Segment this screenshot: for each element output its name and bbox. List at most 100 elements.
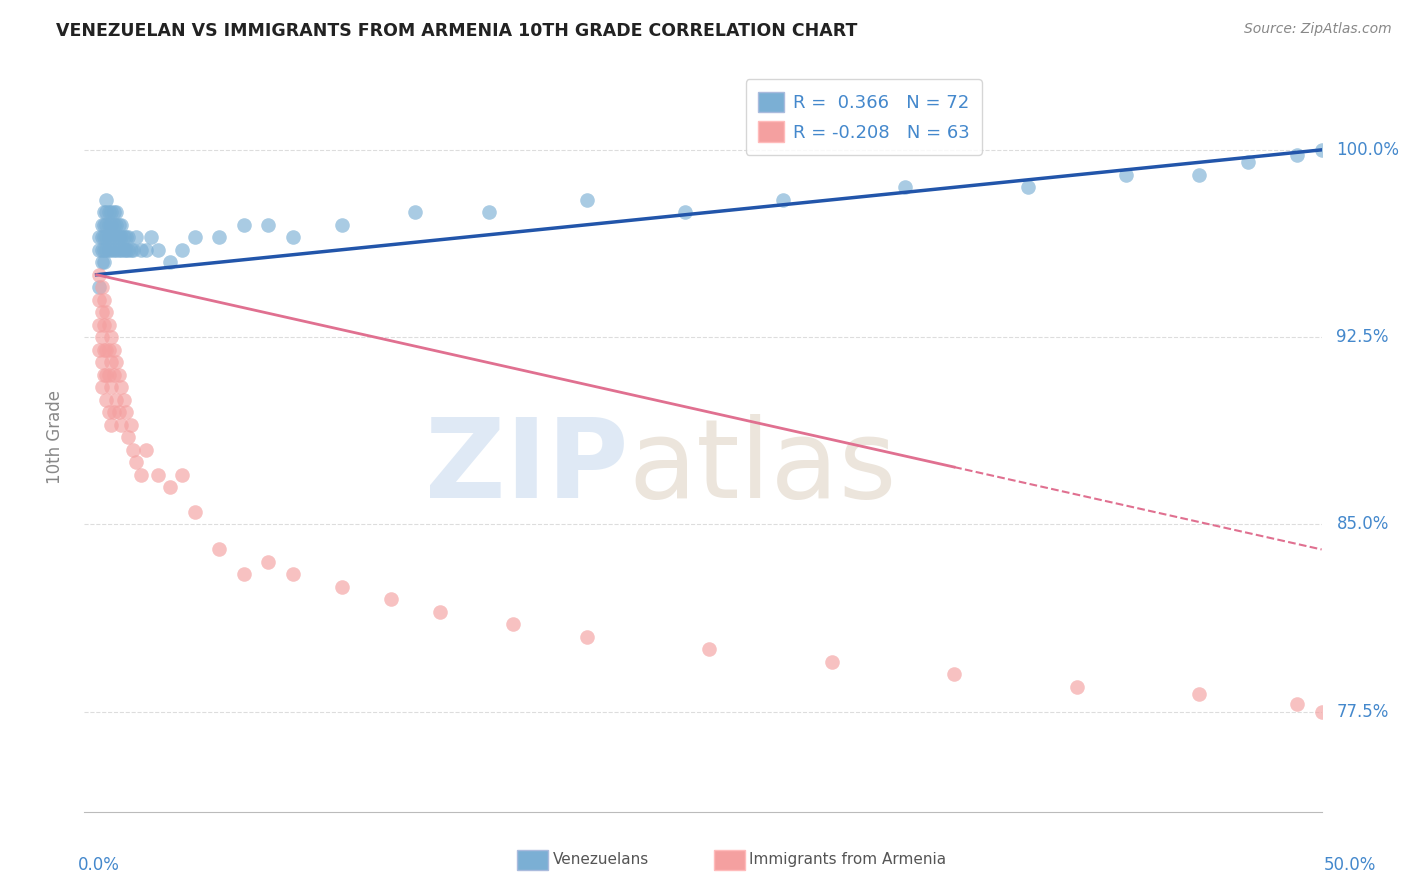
Point (159, 480, 181, 494)
Point (96, 305, 118, 319)
Point (575, 630, 598, 644)
Point (172, 243, 194, 257)
Point (97, 205, 120, 219)
Point (183, 505, 205, 519)
Point (107, 243, 129, 257)
Text: VENEZUELAN VS IMMIGRANTS FROM ARMENIA 10TH GRADE CORRELATION CHART: VENEZUELAN VS IMMIGRANTS FROM ARMENIA 10… (56, 22, 858, 40)
Point (575, 193, 598, 207)
Text: 0.0%: 0.0% (77, 856, 120, 874)
Point (97, 368, 120, 382)
Point (129, 467, 152, 482)
Point (146, 243, 169, 257)
Point (96, 343, 118, 357)
Point (380, 592, 402, 607)
Point (93, 293, 115, 307)
Point (183, 230, 205, 244)
Point (120, 417, 142, 432)
Point (97, 218, 120, 232)
Point (122, 442, 145, 457)
Point (90, 380, 112, 394)
Point (110, 218, 132, 232)
Point (105, 230, 128, 244)
Point (404, 205, 426, 219)
Text: Venezuelans: Venezuelans (553, 853, 648, 867)
Text: 77.5%: 77.5% (1337, 703, 1389, 721)
Point (105, 243, 128, 257)
Point (330, 580, 353, 594)
Point (125, 230, 148, 244)
Point (1188, 168, 1211, 182)
Point (115, 243, 138, 257)
Point (110, 417, 132, 432)
Point (772, 193, 794, 207)
Point (1237, 155, 1260, 169)
Point (172, 467, 194, 482)
Point (90, 355, 112, 369)
Point (232, 567, 254, 582)
Point (122, 243, 145, 257)
Point (1115, 168, 1137, 182)
Point (110, 230, 132, 244)
Legend: R =  0.366   N = 72, R = -0.208   N = 63: R = 0.366 N = 72, R = -0.208 N = 63 (745, 79, 981, 155)
Point (93, 343, 115, 357)
Point (502, 617, 524, 632)
Point (478, 205, 501, 219)
Point (943, 667, 966, 681)
Point (112, 243, 135, 257)
Point (93, 368, 115, 382)
Point (146, 467, 169, 482)
Point (90, 243, 112, 257)
Point (96, 218, 118, 232)
Point (96, 368, 118, 382)
Point (90, 305, 112, 319)
Point (100, 218, 122, 232)
Point (1334, 717, 1357, 731)
Text: 85.0%: 85.0% (1337, 516, 1389, 533)
Point (103, 405, 125, 419)
Point (96, 193, 118, 207)
Point (281, 567, 304, 582)
Point (257, 555, 280, 569)
Text: Source: ZipAtlas.com: Source: ZipAtlas.com (1244, 22, 1392, 37)
Point (100, 230, 122, 244)
Point (1310, 705, 1333, 719)
Text: ZIP: ZIP (426, 414, 628, 521)
Point (1066, 680, 1088, 694)
Point (96, 230, 118, 244)
Point (120, 243, 142, 257)
Point (139, 230, 162, 244)
Point (107, 218, 129, 232)
Point (100, 355, 122, 369)
Point (96, 243, 118, 257)
Point (100, 417, 122, 432)
Point (87, 243, 110, 257)
Point (232, 218, 254, 232)
Point (87, 343, 110, 357)
Point (110, 243, 132, 257)
Text: 50.0%: 50.0% (1323, 856, 1376, 874)
Point (125, 455, 148, 469)
Point (97, 343, 120, 357)
Point (87, 293, 110, 307)
Point (117, 243, 139, 257)
Point (105, 392, 128, 407)
Point (103, 368, 125, 382)
Point (159, 255, 181, 269)
Point (96, 205, 118, 219)
Point (105, 355, 128, 369)
Point (894, 180, 917, 194)
Point (87, 268, 110, 282)
Point (820, 655, 842, 669)
Point (93, 230, 115, 244)
Point (103, 230, 125, 244)
Point (100, 380, 122, 394)
Point (673, 205, 696, 219)
Point (115, 405, 138, 419)
Point (97, 243, 120, 257)
Point (90, 280, 112, 294)
Point (281, 230, 304, 244)
Point (97, 405, 120, 419)
Point (93, 205, 115, 219)
Point (107, 230, 129, 244)
Point (93, 243, 115, 257)
